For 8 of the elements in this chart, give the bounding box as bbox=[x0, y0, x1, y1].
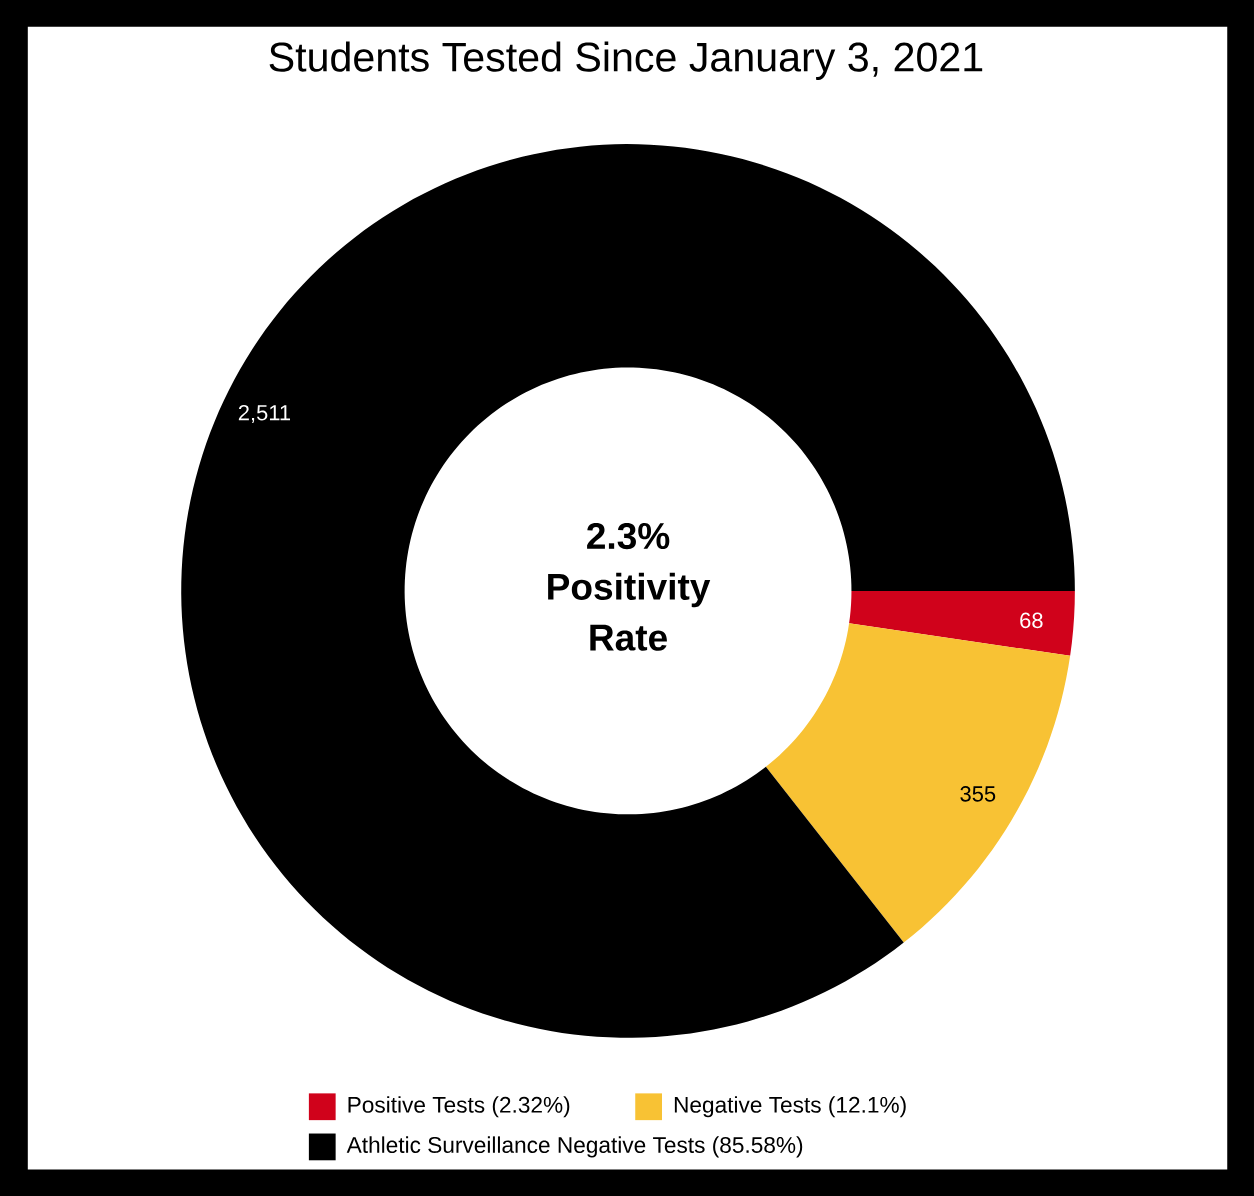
text: 2.3% Positivity Rate bbox=[548, 522, 711, 651]
legend-label: Negative Tests (12.1%) bbox=[674, 1096, 906, 1118]
legend-label: Athletic Surveillance Negative Tests (85.58%) bbox=[346, 1136, 803, 1158]
chart-title: Students Tested Since January 3, 2021 bbox=[269, 41, 983, 80]
data-label: 355 bbox=[960, 785, 996, 802]
data-label: 68 bbox=[1020, 612, 1043, 628]
data-label: 2,511 bbox=[238, 404, 291, 423]
legend-label: Positive Tests (2.32%) bbox=[348, 1096, 570, 1118]
